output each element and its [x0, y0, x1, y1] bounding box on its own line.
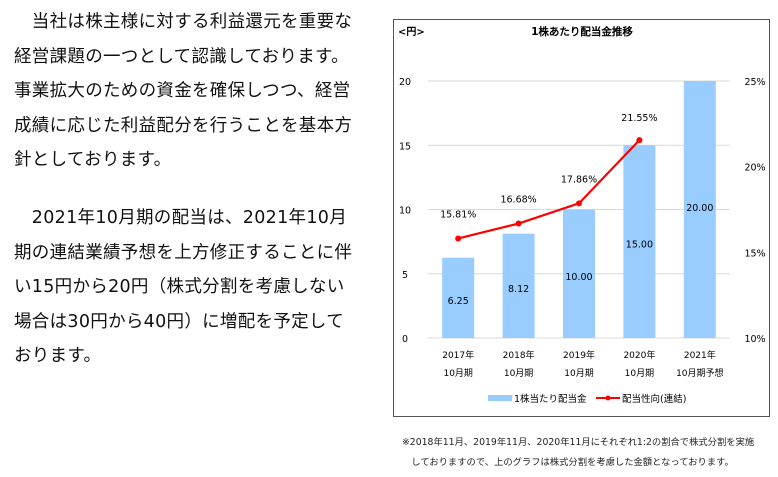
chart-frame [393, 19, 770, 417]
line-value-label: 15.81% [440, 209, 476, 220]
line-point [576, 200, 582, 207]
text-line: い15円から20円（株式分割を考慮しない [14, 277, 345, 297]
bar [683, 81, 716, 338]
x-tick-label: 10月期予想 [676, 367, 723, 379]
chart-title: 1株あたり配当金推移 [531, 25, 633, 38]
text-line: 事業拡大のための資金を確保しつつ、経営 [14, 81, 351, 101]
text-line: 針としております。 [14, 150, 172, 170]
bar-value-label: 15.00 [626, 240, 653, 251]
bar [442, 257, 475, 338]
y2-tick-label: 10% [744, 334, 765, 345]
x-tick-label: 10月期 [504, 368, 533, 379]
x-tick-label: 2019年 [563, 349, 595, 361]
text-line: 経営課題の一つとして認識しております。 [14, 46, 349, 67]
text-line: 当社は株主様に対する利益還元を重要な [14, 12, 353, 32]
bar-value-label: 20.00 [686, 203, 713, 214]
legend-marker [605, 395, 611, 401]
y-tick-label: 15 [399, 141, 411, 152]
legend: 1株当たり配当金 配当性向(連結) [488, 393, 686, 405]
x-tick-label: 10月期 [625, 368, 654, 379]
legend-label-line: 配当性向(連結) [622, 393, 686, 405]
line-value-label: 17.86% [561, 174, 597, 185]
y-tick-label: 5 [402, 270, 408, 281]
bar-value-label: 8.12 [508, 284, 529, 295]
y-tick-label: 10 [399, 206, 411, 217]
y-tick-label: 20 [399, 77, 411, 88]
bar-value-label: 10.00 [565, 272, 592, 283]
bar [502, 233, 535, 338]
text-line: 期の連結業績予想を上方修正することに伴 [14, 242, 353, 263]
bar [563, 209, 595, 338]
legend-swatch-bar [488, 395, 512, 401]
bar-value-label: 6.25 [448, 296, 469, 307]
y2-tick-label: 20% [744, 163, 765, 174]
paragraph-dividend-forecast: 2021年10月期の配当は、2021年10月 期の連結業績予想を上方修正すること… [14, 201, 384, 374]
text-line: 成績に応じた利益配分を行うことを基本方 [14, 115, 353, 136]
payout-ratio-line [457, 139, 641, 240]
x-tick-label: 2018年 [503, 349, 535, 361]
footnote-line: しておりますので、上のグラフは株式分割を考慮した金額となっております。 [402, 457, 734, 468]
x-tick-label: 10月期 [443, 368, 472, 379]
line-point [455, 235, 462, 242]
legend-label-bar: 1株当たり配当金 [514, 393, 587, 405]
line-point [636, 137, 643, 144]
y2-tick-label: 25% [744, 77, 765, 88]
line-value-label: 16.68% [500, 195, 536, 206]
y2-tick-label: 15% [744, 248, 765, 259]
text-line: 2021年10月期の配当は、2021年10月 [14, 208, 348, 228]
x-tick-label: 10月期 [564, 368, 593, 379]
y-tick-label: 0 [402, 334, 408, 345]
line-point [515, 220, 522, 227]
footnote-line: ※2018年11月、2019年11月、2020年11月にそれぞれ1:2の割合で株… [402, 437, 755, 448]
paragraph-dividend-policy: 当社は株主様に対する利益還元を重要な 経営課題の一つとして認識しております。 事… [14, 5, 384, 178]
text-line: 場合は30円から40円）に増配を予定して [14, 311, 345, 332]
x-tick-label: 2020年 [623, 349, 655, 361]
bar [623, 145, 656, 338]
x-tick-label: 2021年 [684, 349, 716, 361]
footnote: ※2018年11月、2019年11月、2020年11月にそれぞれ1:2の割合で株… [402, 434, 772, 468]
line-value-label: 21.55% [621, 113, 657, 124]
x-tick-label: 2017年 [442, 349, 474, 361]
y-axis-unit: <円> [398, 26, 425, 38]
text-line: おります。 [14, 346, 102, 366]
